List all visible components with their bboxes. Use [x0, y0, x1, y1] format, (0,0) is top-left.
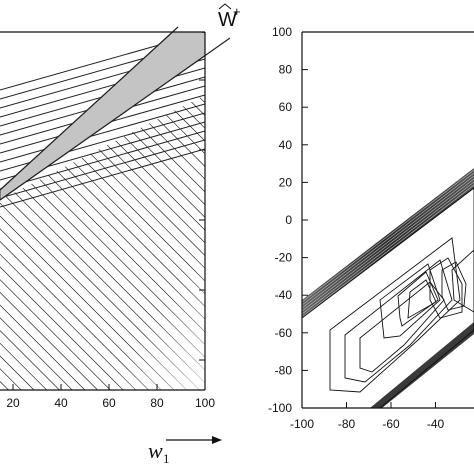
hat-accent-icon: [218, 3, 232, 10]
dark-band-lower: [370, 322, 474, 408]
right-y-ticks: 100 80 60 40 20 0 -20 -40 -60 -80 -100: [268, 25, 308, 415]
w-plus-superscript: +: [233, 4, 241, 19]
x-tick-label: -80: [338, 417, 356, 431]
contour-line: [451, 249, 474, 313]
contour-line: [329, 237, 461, 393]
y-tick-label: 80: [279, 63, 293, 77]
contour-line: [344, 259, 453, 383]
upper-region-lines: [0, 32, 205, 390]
y-tick-label: -20: [275, 251, 293, 265]
x-tick-label: 100: [195, 396, 215, 410]
x-tick-label: 40: [54, 396, 68, 410]
w-plus-label: W: [218, 9, 237, 31]
y-tick-label: 40: [279, 138, 293, 152]
arrow-head-icon: [212, 436, 222, 444]
y-tick-label: 60: [279, 100, 293, 114]
left-x-ticks: 20 40 60 80 100: [6, 79, 215, 410]
y-tick-label: 100: [272, 25, 292, 39]
y-tick-label: 0: [285, 213, 292, 227]
y-tick-label: -80: [275, 363, 293, 377]
contour-lines: [302, 187, 474, 408]
x-tick-label: -100: [290, 417, 314, 431]
contour-line: [397, 271, 439, 327]
dark-band-upper: [302, 168, 474, 318]
y-tick-label: 20: [279, 175, 293, 189]
x-tick-label: -60: [382, 417, 400, 431]
y-tick-label: -40: [275, 288, 293, 302]
y-tick-label: -100: [268, 401, 292, 415]
x-tick-label: -40: [427, 417, 445, 431]
x-tick-label: 60: [102, 396, 116, 410]
contour-line: [407, 279, 437, 319]
x-tick-label: 20: [6, 396, 20, 410]
contour-line: [429, 257, 463, 319]
x-axis-subscript: 1: [163, 451, 170, 466]
left-panel: 20 40 60 80 100 w 1 W +: [0, 3, 241, 466]
x-axis-variable: w: [148, 438, 163, 463]
x-tick-label: 80: [150, 396, 164, 410]
contour-line: [302, 187, 474, 408]
contour-line: [379, 263, 441, 339]
right-x-ticks: -100 -80 -60 -40: [290, 402, 445, 431]
y-tick-label: -60: [275, 326, 293, 340]
band-contours: [302, 169, 474, 318]
